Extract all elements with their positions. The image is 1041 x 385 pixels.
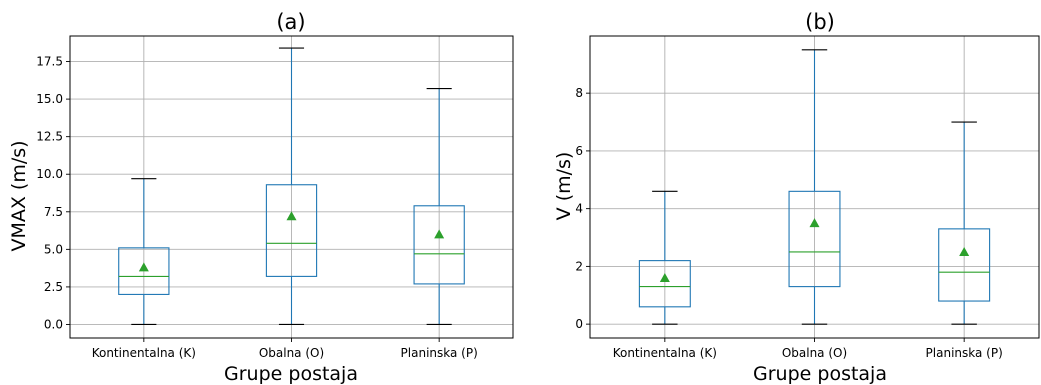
chart-b-box-group-2 <box>938 121 991 325</box>
chart-b-ytick-label-1: 2 <box>575 259 583 273</box>
chart-b-ytick-label-0: 0 <box>575 317 583 331</box>
chart-a-ytick-label-6: 15.0 <box>36 92 63 106</box>
chart-b-ylabel: V (m/s) <box>553 152 575 221</box>
chart-a-xtick-label-1: Obalna (O) <box>259 346 324 360</box>
chart-a-box-group-0 <box>118 178 170 326</box>
chart-b-frame <box>589 35 1040 339</box>
chart-b-xlabel: Grupe postaja <box>753 363 887 385</box>
chart-b: (b) Grupe postaja V (m/s) 0 2 4 6 8 Kontinent… <box>553 10 1040 385</box>
chart-b-ytick-label-2: 4 <box>575 202 583 216</box>
chart-b-ytick-label-3: 6 <box>575 144 583 158</box>
chart-a-ytick-label-7: 17.5 <box>36 55 63 69</box>
chart-b-plot-area: 0 2 4 6 8 Kontinentalna (K) Obalna (O) Planinsk… <box>575 35 1040 360</box>
chart-a-xtick-label-2: Planinska (P) <box>401 346 478 360</box>
chart-b-mean-marker-0 <box>659 272 670 282</box>
chart-a-ytick-label-1: 2.5 <box>44 280 63 294</box>
chart-a-xlabel: Grupe postaja <box>224 363 358 385</box>
chart-b-ytick-label-4: 8 <box>575 86 583 100</box>
chart-a-ytick-label-5: 12.5 <box>36 130 63 144</box>
chart-a-box-group-1 <box>265 47 318 326</box>
chart-b-mean-marker-2 <box>959 246 970 256</box>
chart-a-box-1 <box>265 184 318 277</box>
chart-b-box-1 <box>788 190 841 288</box>
chart-a-box-2 <box>413 205 465 285</box>
chart-a-ylabel: VMAX (m/s) <box>8 140 30 251</box>
chart-b-title: (b) <box>805 10 835 34</box>
chart-b-xtick-label-0: Kontinentalna (K) <box>613 346 717 360</box>
chart-a-plot-area: 0.0 2.5 5.0 7.5 10.0 12.5 15.0 17.5 Kontinentaln… <box>36 35 514 360</box>
chart-a-box-group-2 <box>413 88 465 326</box>
chart-a-ytick-label-0: 0.0 <box>44 317 63 331</box>
chart-b-box-0 <box>638 260 691 308</box>
chart-a-mean-marker-1 <box>286 211 297 221</box>
chart-a-frame <box>69 35 514 339</box>
chart-a-ytick-label-4: 10.0 <box>36 167 63 181</box>
chart-b-xtick-label-1: Obalna (O) <box>782 346 847 360</box>
chart-b-box-2 <box>938 228 991 302</box>
chart-b-xtick-label-2: Planinska (P) <box>926 346 1003 360</box>
chart-a-box-0 <box>118 247 170 295</box>
chart-b-box-group-1 <box>788 49 841 325</box>
chart-a-mean-marker-0 <box>138 262 149 272</box>
chart-a-ytick-label-3: 7.5 <box>44 205 63 219</box>
chart-a-ytick-label-2: 5.0 <box>44 242 63 256</box>
chart-a-xtick-label-0: Kontinentalna (K) <box>92 346 196 360</box>
chart-a-mean-marker-2 <box>434 229 445 239</box>
chart-b-mean-marker-1 <box>809 218 820 228</box>
chart-a-title: (a) <box>276 10 305 34</box>
chart-a: (a) Grupe postaja VMAX (m/s) 0.0 2.5 5.0 7.… <box>8 10 514 385</box>
chart-b-box-group-0 <box>638 190 691 325</box>
